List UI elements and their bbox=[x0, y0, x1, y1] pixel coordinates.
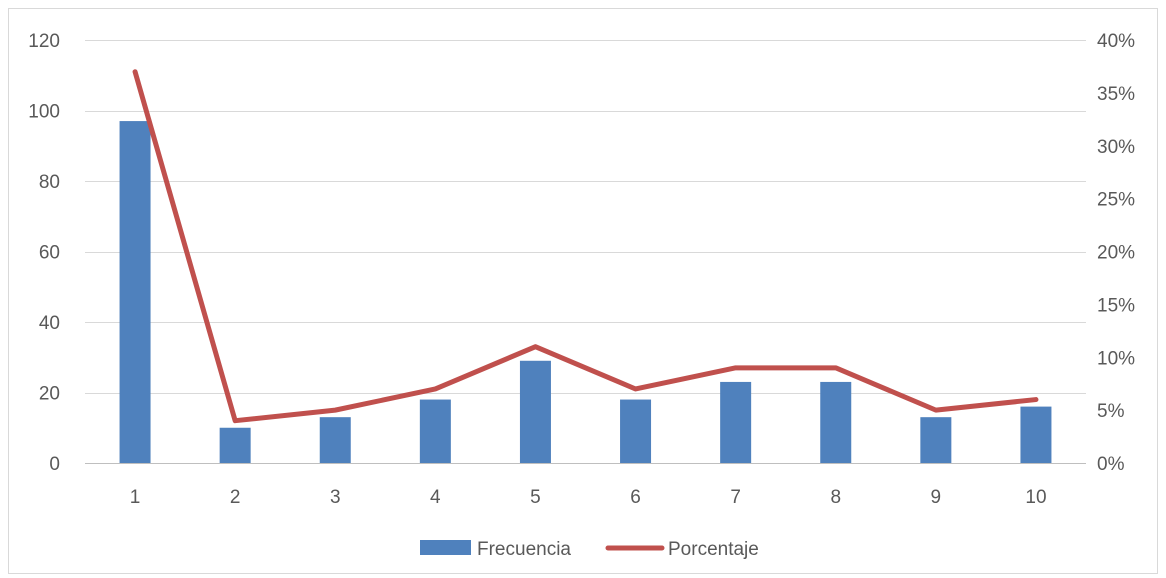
bar bbox=[720, 381, 752, 463]
bar bbox=[419, 399, 451, 463]
y-left-tick-label: 60 bbox=[39, 243, 60, 264]
bar bbox=[119, 121, 151, 463]
x-tick-label: 8 bbox=[830, 487, 841, 508]
x-tick-label: 4 bbox=[430, 487, 441, 508]
bar bbox=[820, 381, 852, 463]
x-tick-label: 5 bbox=[530, 487, 541, 508]
bar bbox=[519, 360, 551, 463]
legend-label-porcentaje: Porcentaje bbox=[668, 539, 759, 560]
x-tick-label: 2 bbox=[230, 487, 241, 508]
bar bbox=[1020, 406, 1052, 463]
y-left-tick-label: 120 bbox=[28, 31, 60, 52]
x-tick-label: 3 bbox=[330, 487, 341, 508]
x-tick-label: 10 bbox=[1025, 487, 1046, 508]
y-left-tick-label: 40 bbox=[39, 313, 60, 334]
y-right-tick-label: 40% bbox=[1097, 31, 1135, 52]
y-right-tick-label: 0% bbox=[1097, 454, 1125, 475]
y-right-tick-label: 25% bbox=[1097, 190, 1135, 211]
y-right-tick-label: 30% bbox=[1097, 137, 1135, 158]
y-right-tick-label: 5% bbox=[1097, 401, 1125, 422]
legend-swatch-frecuencia bbox=[420, 540, 471, 555]
y-right-tick-label: 20% bbox=[1097, 243, 1135, 264]
x-tick-label: 7 bbox=[730, 487, 741, 508]
bar bbox=[620, 399, 652, 463]
bar bbox=[219, 427, 251, 463]
y-left-tick-label: 80 bbox=[39, 172, 60, 193]
y-right-tick-label: 15% bbox=[1097, 295, 1135, 316]
x-tick-label: 9 bbox=[931, 487, 942, 508]
legend-label-frecuencia: Frecuencia bbox=[477, 539, 571, 560]
x-tick-label: 1 bbox=[130, 487, 141, 508]
bar bbox=[920, 417, 952, 463]
bar bbox=[319, 417, 351, 463]
y-left-tick-label: 20 bbox=[39, 384, 60, 405]
y-right-tick-label: 35% bbox=[1097, 84, 1135, 105]
x-tick-label: 6 bbox=[630, 487, 641, 508]
y-left-tick-label: 100 bbox=[28, 102, 60, 123]
y-left-tick-label: 0 bbox=[49, 454, 60, 475]
line-series bbox=[132, 69, 1039, 424]
y-right-tick-label: 10% bbox=[1097, 348, 1135, 369]
